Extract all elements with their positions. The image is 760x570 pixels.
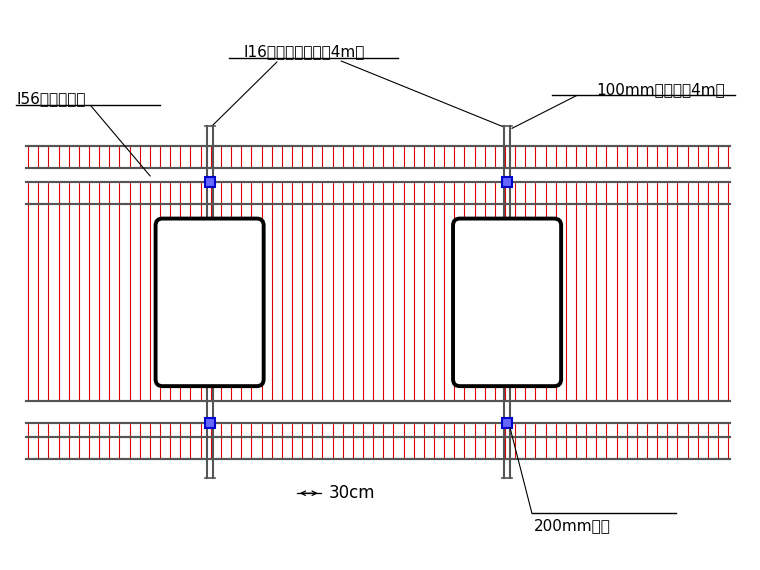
- Text: I16工字钢分配梁（4m）: I16工字钢分配梁（4m）: [243, 44, 365, 59]
- FancyBboxPatch shape: [453, 218, 561, 386]
- Text: 200mm砂箱: 200mm砂箱: [534, 518, 611, 533]
- Bar: [204, 177, 214, 187]
- Bar: [502, 177, 512, 187]
- Bar: [502, 418, 512, 428]
- Bar: [204, 418, 214, 428]
- Text: I56工字钢主梁: I56工字钢主梁: [16, 92, 86, 107]
- Text: 100mm穿心棒（4m）: 100mm穿心棒（4m）: [597, 82, 725, 97]
- Text: 30cm: 30cm: [328, 484, 375, 502]
- FancyBboxPatch shape: [156, 218, 264, 386]
